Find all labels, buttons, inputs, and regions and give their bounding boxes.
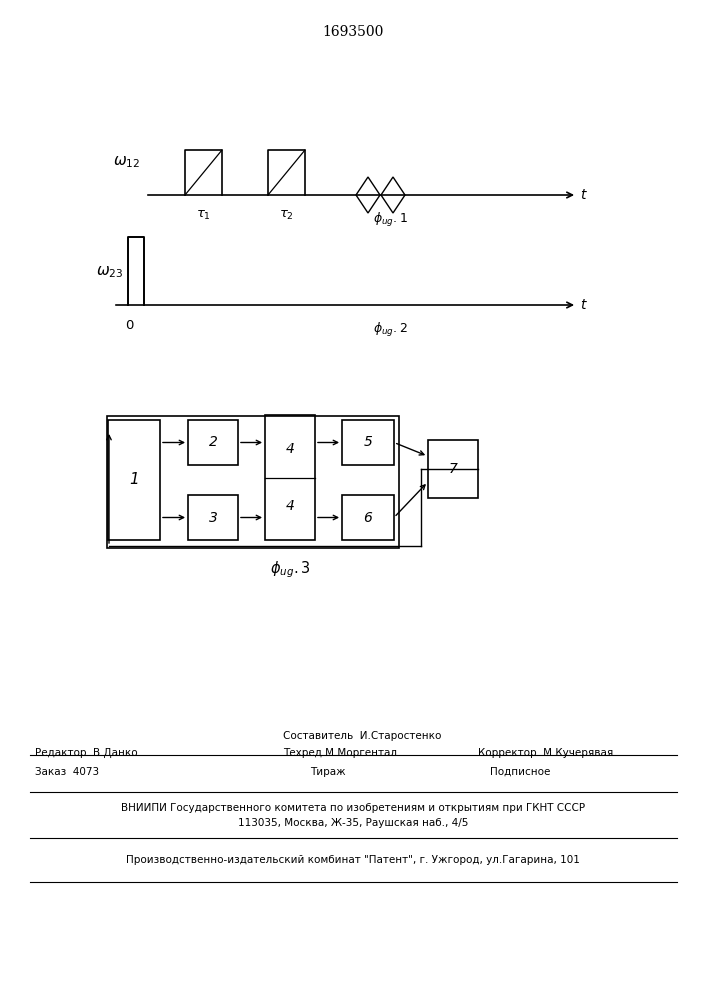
Text: 4: 4 (286, 442, 294, 456)
Bar (428, 440, 478, 498)
Text: 5: 5 (363, 436, 373, 450)
Bar (188, 420, 238, 465)
Text: $\phi_{ug}.1$: $\phi_{ug}.1$ (373, 211, 407, 229)
Bar (342, 420, 394, 465)
Bar (188, 495, 238, 540)
Text: $\tau_2$: $\tau_2$ (279, 209, 294, 222)
Text: $\tau_1$: $\tau_1$ (196, 209, 211, 222)
Text: Редактор  В.Данко: Редактор В.Данко (35, 748, 138, 758)
Text: $t$: $t$ (580, 188, 588, 202)
Text: 2: 2 (209, 436, 218, 450)
Text: Заказ  4073: Заказ 4073 (35, 767, 99, 777)
Text: 113035, Москва, Ж-35, Раушская наб., 4/5: 113035, Москва, Ж-35, Раушская наб., 4/5 (238, 818, 468, 828)
Text: 3: 3 (209, 510, 218, 524)
Text: ВНИИПИ Государственного комитета по изобретениям и открытиям при ГКНТ СССР: ВНИИПИ Государственного комитета по изоб… (121, 803, 585, 813)
Text: Тираж: Тираж (310, 767, 346, 777)
Text: Корректор  М.Кучерявая: Корректор М.Кучерявая (478, 748, 613, 758)
Text: 6: 6 (363, 510, 373, 524)
Text: Составитель  И.Старостенко: Составитель И.Старостенко (283, 731, 441, 741)
Text: $0$: $0$ (125, 319, 135, 332)
Bar (107, 416, 399, 548)
Text: $\omega_{12}$: $\omega_{12}$ (112, 154, 140, 170)
Text: Производственно-издательский комбинат "Патент", г. Ужгород, ул.Гагарина, 101: Производственно-издательский комбинат "П… (126, 855, 580, 865)
Text: 7: 7 (448, 462, 457, 476)
Bar (265, 415, 315, 540)
Text: Подписное: Подписное (490, 767, 550, 777)
Text: Техред М.Моргентал: Техред М.Моргентал (283, 748, 397, 758)
Text: $\phi_{ug}.3$: $\phi_{ug}.3$ (269, 560, 310, 580)
Text: 1693500: 1693500 (322, 25, 384, 39)
Bar (108, 420, 160, 540)
Text: $t$: $t$ (580, 298, 588, 312)
Text: 4: 4 (286, 499, 294, 513)
Text: $\omega_{23}$: $\omega_{23}$ (95, 264, 123, 280)
Text: 1: 1 (129, 473, 139, 488)
Bar (342, 495, 394, 540)
Text: $\phi_{ug}.2$: $\phi_{ug}.2$ (373, 321, 407, 339)
